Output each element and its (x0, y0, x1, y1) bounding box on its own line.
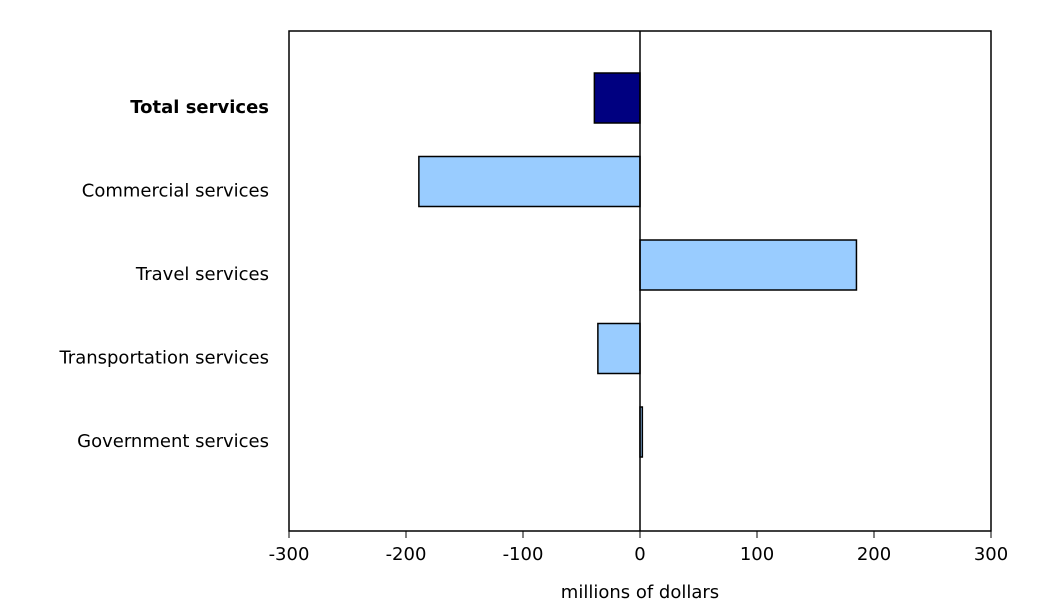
x-tick-label: -300 (269, 544, 310, 565)
x-tick-label: -100 (503, 544, 544, 565)
x-tick-label: 300 (974, 544, 1008, 565)
x-axis-label: millions of dollars (561, 582, 719, 603)
category-label: Total services (130, 97, 269, 118)
category-label: Travel services (135, 264, 269, 285)
bar-commercial-services (418, 155, 641, 208)
bar-total-services (593, 72, 641, 124)
category-label: Government services (77, 431, 269, 452)
category-label: Commercial services (82, 181, 269, 202)
x-tick-label: 0 (634, 544, 645, 565)
x-tick-label: 200 (857, 544, 891, 565)
x-tick-label: -200 (386, 544, 427, 565)
bar-transportation-services (597, 322, 641, 375)
x-tick-label: 100 (740, 544, 774, 565)
bar-travel-services (639, 239, 858, 291)
category-label: Transportation services (58, 348, 269, 369)
